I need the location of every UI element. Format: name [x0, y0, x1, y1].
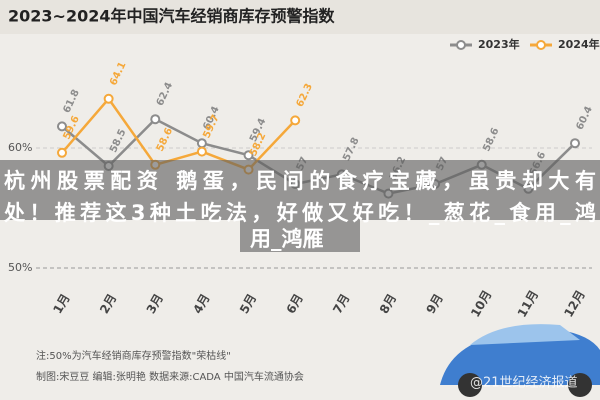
point	[103, 93, 114, 104]
overlay-text: 杭州股票配资 鹅蛋，民间的食疗宝藏，虽贵却大有	[4, 169, 596, 193]
x-tick-label: 9月	[424, 291, 446, 316]
data-label: 59.7	[201, 113, 221, 140]
legend-label: 2023年	[478, 37, 520, 51]
point	[243, 150, 254, 161]
overlay-banner	[240, 220, 360, 252]
watermark: @21世纪经济报道	[470, 376, 578, 391]
legend-marker	[536, 40, 546, 50]
data-label: 62.4	[155, 81, 175, 108]
x-tick-label: 5月	[237, 291, 259, 316]
credits: 制图:宋豆豆 编辑:张明艳 数据来源:CADA 中国汽车流通协会	[36, 370, 304, 383]
x-tick-label: 11月	[515, 288, 541, 320]
point	[196, 146, 207, 157]
note: 注:50%为汽车经销商库存预警指数"荣枯线"	[36, 349, 231, 362]
x-tick-label: 8月	[377, 291, 399, 316]
x-tick-label: 2月	[97, 291, 119, 316]
x-tick-label: 7月	[330, 291, 352, 316]
x-tick-label: 10月	[468, 288, 494, 320]
data-label: 58.6	[481, 126, 501, 153]
x-tick-label: 1月	[50, 291, 72, 316]
point	[57, 147, 67, 158]
overlay-banner	[0, 160, 600, 220]
car-illustration	[440, 324, 600, 397]
x-tick-label: 12月	[561, 288, 587, 320]
overlay-text: 用_鸿雁	[250, 227, 324, 251]
data-label: 58.6	[155, 126, 175, 153]
title-bar	[0, 0, 600, 34]
chart-title: 2023~2024年中国汽车经销商库存预警指数	[8, 7, 335, 26]
x-tick-label: 3月	[144, 291, 166, 316]
point	[570, 138, 580, 149]
point	[196, 138, 207, 149]
point	[290, 115, 301, 126]
data-label: 61.8	[61, 88, 81, 115]
legend-marker	[456, 40, 466, 50]
legend-label: 2024年	[558, 37, 600, 51]
y-tick-label: 60%	[8, 141, 32, 154]
x-tick-label: 4月	[190, 291, 212, 316]
point	[57, 121, 67, 132]
data-label: 64.1	[108, 60, 128, 87]
data-label: 62.3	[295, 82, 315, 109]
data-label: 57.8	[341, 136, 361, 163]
y-tick-label: 50%	[8, 261, 32, 274]
data-label: 60.4	[574, 105, 594, 132]
point	[150, 114, 161, 125]
x-tick-label: 6月	[284, 291, 306, 316]
data-label: 59.6	[61, 114, 81, 141]
